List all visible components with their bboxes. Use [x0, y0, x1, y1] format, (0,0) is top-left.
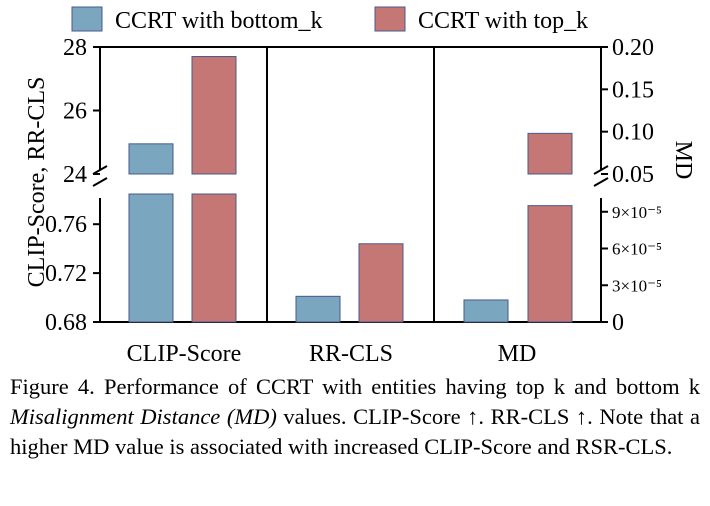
- tick-label-right-upper-3: 0.20: [612, 35, 654, 61]
- tick-label-left-lower-2: 0.76: [45, 212, 87, 238]
- bar-rr-cls-bottom-k: [295, 295, 341, 323]
- panel-label-md: MD: [498, 341, 537, 367]
- bar-md-top-k-upper: [527, 132, 573, 175]
- figure-caption: Figure 4. Performance of CCRT with entit…: [10, 372, 700, 462]
- tick-label-left-upper-0: 24: [63, 162, 87, 188]
- legend-label-top-k: CCRT with top_k: [418, 8, 588, 34]
- bar-clip-score-bottom-k-lower: [128, 193, 174, 323]
- left-axis-label: CLIP-Score, RR-CLS: [24, 77, 50, 288]
- bar-rr-cls-top-k: [358, 243, 404, 323]
- axis-break-marks: [92, 165, 609, 187]
- legend: CCRT with bottom_k CCRT with top_k: [71, 6, 588, 34]
- tick-label-left-upper-1: 26: [63, 99, 87, 125]
- bar-clip-score-top-k-upper: [191, 56, 237, 175]
- bar-clip-score-bottom-k-upper: [128, 143, 174, 175]
- right-axis-label: MD: [670, 141, 696, 180]
- tick-label-left-lower-0: 0.68: [45, 310, 87, 336]
- bar-md-top-k-lower: [527, 205, 573, 323]
- panel-frame: [99, 46, 602, 323]
- bar-clip-score-top-k-lower: [191, 193, 237, 323]
- tick-label-right-upper-2: 0.15: [612, 77, 654, 103]
- legend-swatch-bottom-k: [71, 6, 103, 32]
- tick-label-left-lower-1: 0.72: [45, 261, 87, 287]
- chart: CCRT with bottom_k CCRT with top_k CLIP-…: [24, 6, 696, 367]
- panel-label-rr-cls: RR-CLS: [309, 341, 393, 367]
- bar-md-bottom-k: [463, 299, 509, 323]
- panel-label-clip-score: CLIP-Score: [127, 341, 242, 367]
- tick-label-left-upper-2: 28: [63, 35, 87, 61]
- tick-label-right-lower-3: 9×10⁻⁵: [612, 203, 662, 222]
- tick-label-right-lower-1: 3×10⁻⁵: [612, 276, 662, 295]
- caption-prefix: Figure 4. Performance of CCRT with entit…: [10, 374, 700, 399]
- caption-suffix: values. CLIP-Score ↑. RR-CLS ↑. Note tha…: [10, 404, 700, 459]
- tick-label-right-upper-1: 0.10: [612, 120, 654, 146]
- tick-label-right-lower-0: 0: [612, 310, 624, 336]
- legend-label-bottom-k: CCRT with bottom_k: [115, 8, 322, 34]
- tick-label-right-lower-2: 6×10⁻⁵: [612, 240, 662, 259]
- caption-italic: Misalignment Distance (MD): [10, 404, 277, 429]
- legend-swatch-top-k: [374, 6, 406, 32]
- tick-label-right-upper-0: 0.05: [612, 162, 654, 188]
